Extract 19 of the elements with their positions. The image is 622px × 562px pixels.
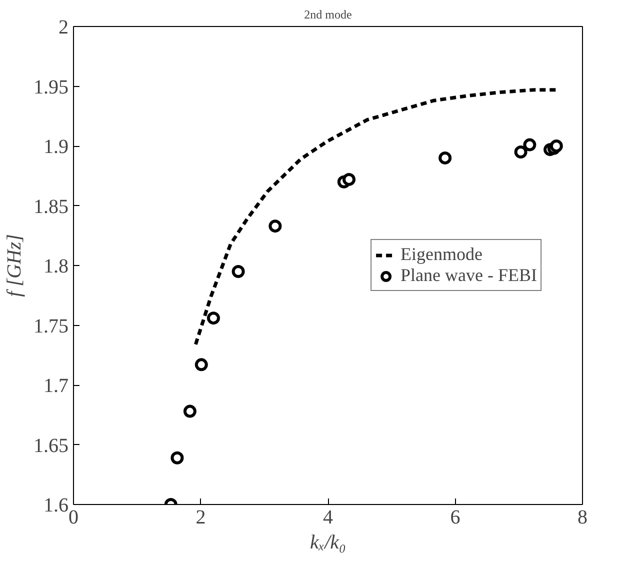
x-tick-label: 8 <box>578 506 588 528</box>
x-axis-title: kₓ/k₀ <box>310 532 346 554</box>
x-tick-label: 6 <box>450 506 460 528</box>
y-tick-label: 1.65 <box>34 434 68 457</box>
y-tick-label: 1.75 <box>34 315 68 338</box>
y-tick-label: 1.7 <box>44 375 68 397</box>
legend-label: Eigenmode <box>400 244 483 265</box>
x-tick-label: 2 <box>196 506 206 528</box>
legend-label: Plane wave - FEBI <box>400 265 537 286</box>
chart-title: 2nd mode <box>304 8 352 22</box>
y-tick-label: 1.9 <box>44 136 68 158</box>
y-tick-label: 1.95 <box>34 76 68 98</box>
y-tick-label: 1.8 <box>44 256 68 278</box>
y-tick-label: 1.85 <box>34 196 68 218</box>
y-tick-label: 1.6 <box>44 494 68 516</box>
y-tick-label: 2 <box>58 16 68 38</box>
x-tick-label: 0 <box>68 506 78 528</box>
x-tick-label: 4 <box>323 506 333 528</box>
y-axis-title: f [GHz] <box>4 234 26 297</box>
